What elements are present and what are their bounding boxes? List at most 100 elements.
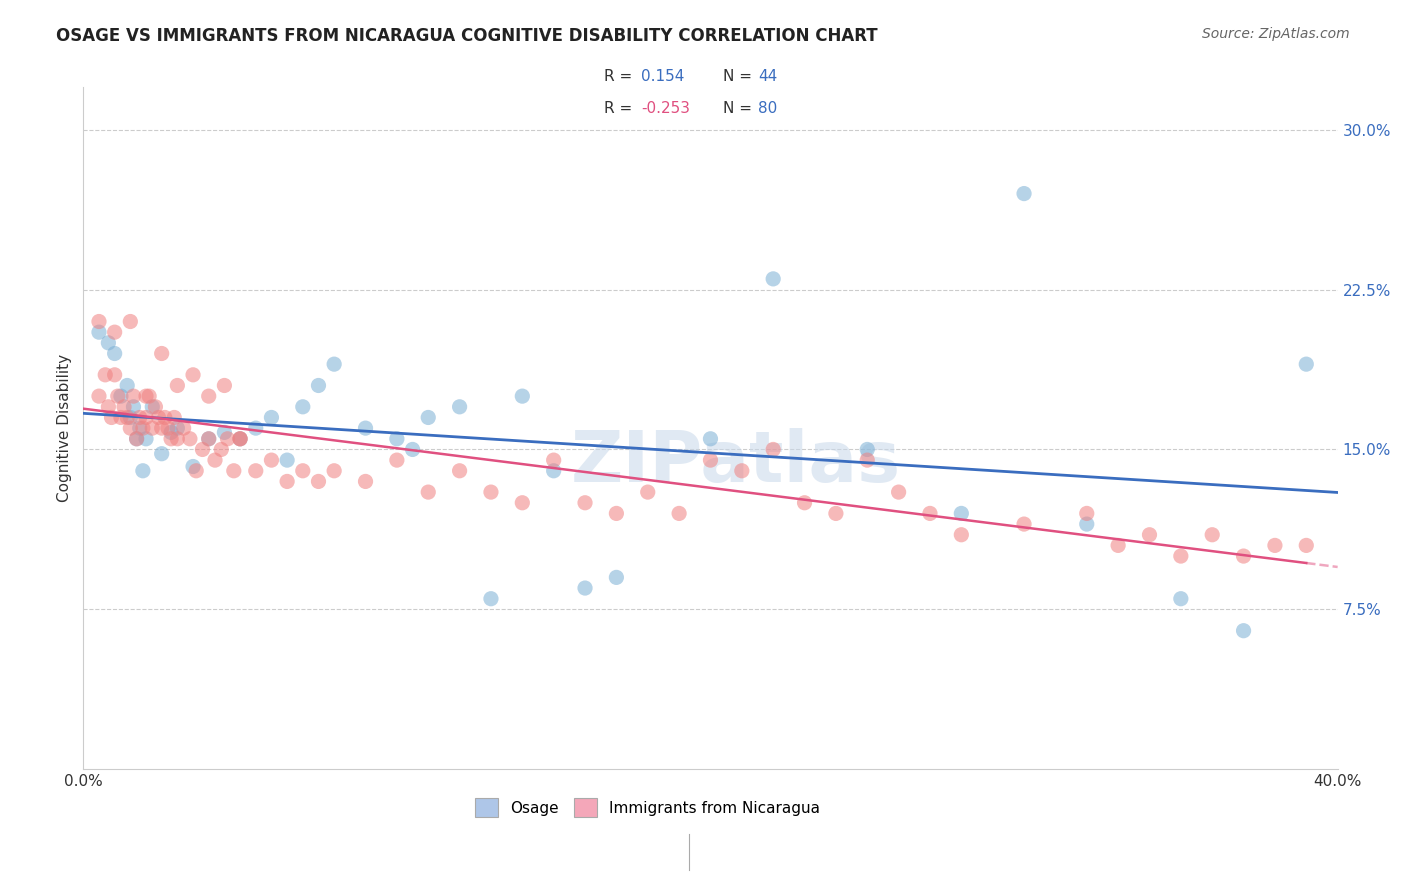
- Point: [125, 432, 148, 446]
- Point: [122, 389, 145, 403]
- Point: [217, 432, 239, 446]
- Point: [87, 389, 110, 403]
- Point: [150, 421, 173, 435]
- Point: [887, 485, 910, 500]
- Point: [1012, 186, 1035, 201]
- Point: [181, 459, 204, 474]
- Point: [401, 442, 423, 457]
- Point: [110, 389, 132, 403]
- Point: [543, 453, 565, 467]
- Point: [104, 346, 127, 360]
- Point: [574, 496, 596, 510]
- Point: [229, 432, 252, 446]
- Point: [100, 410, 122, 425]
- Point: [308, 475, 330, 489]
- Point: [229, 432, 252, 446]
- Point: [135, 432, 157, 446]
- Point: [479, 485, 502, 500]
- Point: [160, 432, 183, 446]
- Point: [110, 410, 132, 425]
- Point: [148, 410, 170, 425]
- Point: [418, 410, 440, 425]
- Point: [132, 421, 155, 435]
- Point: [793, 496, 815, 510]
- Point: [479, 591, 502, 606]
- Point: [668, 507, 690, 521]
- Point: [150, 447, 173, 461]
- Point: [156, 421, 179, 435]
- Point: [950, 507, 973, 521]
- Point: [950, 527, 973, 541]
- Point: [122, 400, 145, 414]
- Point: [1201, 527, 1223, 541]
- Point: [918, 507, 941, 521]
- Legend: Osage, Immigrants from Nicaragua: Osage, Immigrants from Nicaragua: [470, 792, 827, 823]
- Point: [762, 272, 785, 286]
- Point: [825, 507, 848, 521]
- Point: [128, 421, 150, 435]
- Point: [1295, 538, 1317, 552]
- Point: [449, 400, 471, 414]
- Point: [120, 314, 142, 328]
- Point: [141, 400, 163, 414]
- Point: [449, 464, 471, 478]
- Point: [385, 432, 408, 446]
- Point: [762, 442, 785, 457]
- Point: [160, 425, 183, 440]
- Point: [87, 325, 110, 339]
- Point: [197, 432, 219, 446]
- Point: [323, 357, 346, 371]
- Point: [197, 389, 219, 403]
- Point: [260, 410, 283, 425]
- Point: [209, 442, 232, 457]
- Text: N =: N =: [723, 69, 756, 84]
- Text: 0.154: 0.154: [641, 69, 685, 84]
- Point: [605, 570, 627, 584]
- Point: [308, 378, 330, 392]
- Text: R =: R =: [603, 69, 637, 84]
- Point: [115, 378, 138, 392]
- Point: [145, 400, 167, 414]
- Point: [245, 464, 267, 478]
- Point: [94, 368, 117, 382]
- Point: [132, 464, 155, 478]
- Point: [1232, 549, 1254, 563]
- Y-axis label: Cognitive Disability: Cognitive Disability: [58, 354, 72, 502]
- Point: [291, 400, 314, 414]
- Point: [731, 464, 754, 478]
- Point: [135, 389, 157, 403]
- Text: R =: R =: [603, 102, 637, 116]
- Text: N =: N =: [723, 102, 756, 116]
- Point: [291, 464, 314, 478]
- Point: [1139, 527, 1161, 541]
- Point: [204, 453, 226, 467]
- Point: [245, 421, 267, 435]
- Point: [150, 346, 173, 360]
- Point: [1170, 591, 1192, 606]
- Point: [276, 475, 298, 489]
- Point: [141, 421, 163, 435]
- Point: [128, 410, 150, 425]
- Point: [354, 421, 377, 435]
- Point: [1076, 517, 1098, 532]
- Point: [173, 421, 195, 435]
- Point: [153, 410, 176, 425]
- Point: [191, 442, 214, 457]
- Point: [418, 485, 440, 500]
- Point: [120, 410, 142, 425]
- Point: [1012, 517, 1035, 532]
- Text: 80: 80: [758, 102, 778, 116]
- Point: [1107, 538, 1129, 552]
- Point: [186, 464, 208, 478]
- Point: [543, 464, 565, 478]
- Point: [1295, 357, 1317, 371]
- Point: [214, 425, 236, 440]
- Point: [181, 368, 204, 382]
- Point: [107, 389, 129, 403]
- Point: [179, 432, 201, 446]
- Point: [574, 581, 596, 595]
- Point: [605, 507, 627, 521]
- Point: [125, 432, 148, 446]
- Point: [260, 453, 283, 467]
- Point: [323, 464, 346, 478]
